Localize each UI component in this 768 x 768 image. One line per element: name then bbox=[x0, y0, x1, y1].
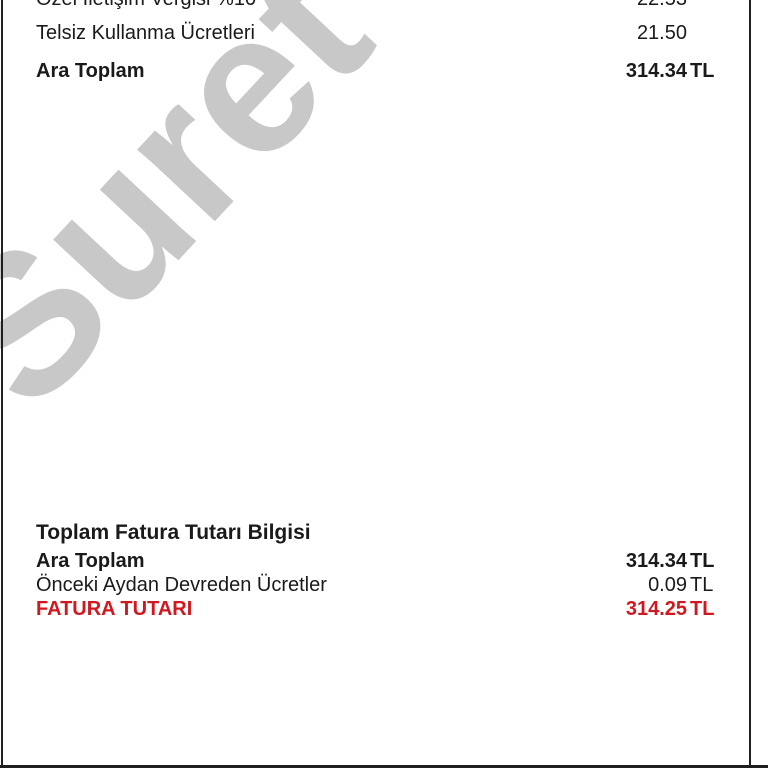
table-bottom-border bbox=[0, 765, 768, 768]
invoice-total-amount: 314.25 bbox=[625, 598, 687, 620]
charge-label: Telsiz Kullanma Ücretleri bbox=[36, 22, 255, 44]
summary-row-ara-toplam: Ara Toplam 314.34 TL bbox=[0, 549, 768, 573]
summary-section-title: Toplam Fatura Tutarı Bilgisi bbox=[36, 521, 311, 544]
summary-row-fatura-tutari: FATURA TUTARI 314.25 TL bbox=[0, 597, 768, 621]
table-left-border bbox=[1, 0, 3, 768]
table-right-border bbox=[749, 0, 751, 768]
summary-amount: 314.34 bbox=[625, 550, 687, 572]
subtotal-amount: 314.34 bbox=[625, 60, 687, 82]
invoice-total-currency: TL bbox=[690, 598, 715, 620]
summary-label: Önceki Aydan Devreden Ücretler bbox=[36, 574, 327, 596]
charge-row-ozel-iletisim-vergisi: Özel İletişim Vergisi %10 22.53 bbox=[0, 0, 768, 11]
summary-currency: TL bbox=[690, 574, 714, 596]
charge-amount: 22.53 bbox=[637, 0, 687, 11]
summary-amount: 0.09 bbox=[648, 574, 687, 596]
summary-label: Ara Toplam bbox=[36, 550, 145, 572]
subtotal-row: Ara Toplam 314.34 TL bbox=[0, 59, 768, 83]
summary-row-onceki-aydan-devreden: Önceki Aydan Devreden Ücretler 0.09 TL bbox=[0, 573, 768, 597]
summary-currency: TL bbox=[690, 550, 715, 572]
charge-row-telsiz-kullanma: Telsiz Kullanma Ücretleri 21.50 bbox=[0, 21, 768, 45]
subtotal-label: Ara Toplam bbox=[36, 60, 145, 82]
subtotal-currency: TL bbox=[690, 60, 715, 82]
invoice-total-label: FATURA TUTARI bbox=[36, 598, 193, 620]
charge-label: Özel İletişim Vergisi %10 bbox=[36, 0, 256, 11]
charge-amount: 21.50 bbox=[636, 22, 687, 44]
